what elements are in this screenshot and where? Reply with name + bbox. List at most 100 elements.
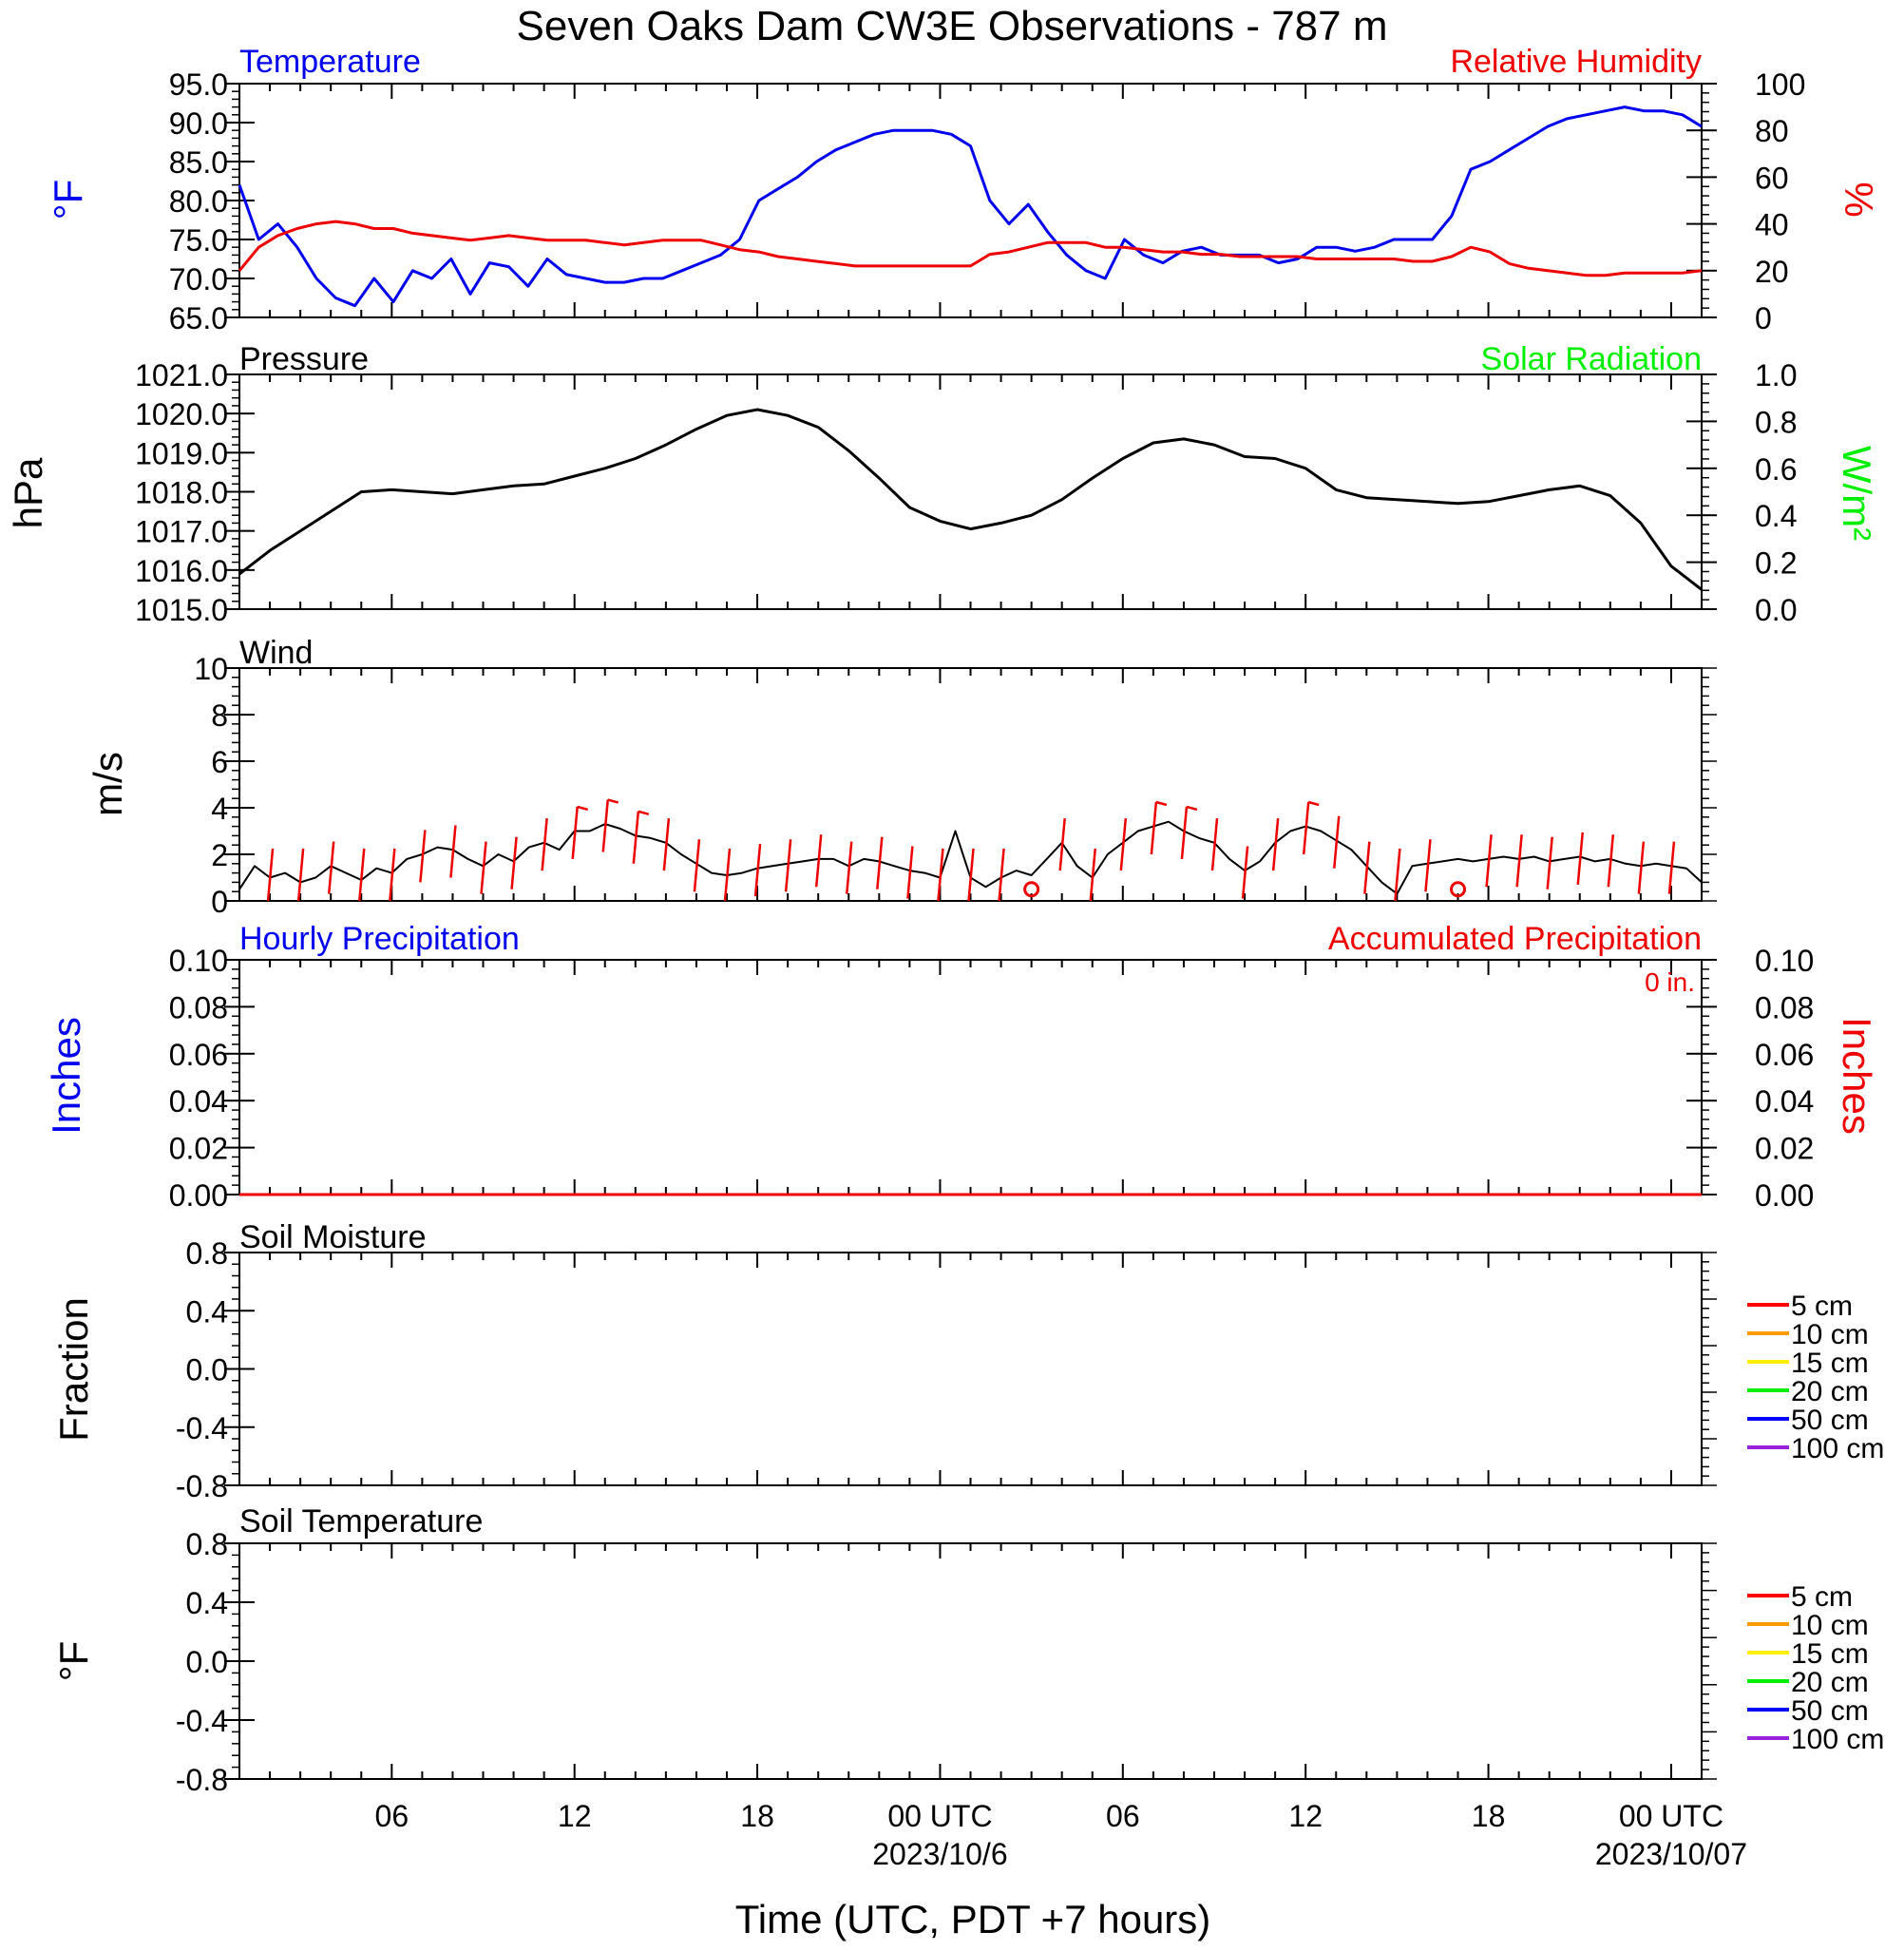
wind-barb (937, 848, 944, 902)
wind-barb (1546, 836, 1553, 889)
wind-left-tick-label: 10 (194, 652, 228, 686)
wind-barb (358, 848, 366, 902)
x-tick-label: 18 (740, 1799, 774, 1833)
wind-barb (846, 841, 853, 894)
temperature-line (238, 105, 1703, 308)
wind-barb (1607, 834, 1615, 888)
precip-left-tick-label: 0.04 (169, 1084, 228, 1119)
hourly-precip-title: Hourly Precipitation (239, 921, 520, 957)
temp-right-tick-label: 0 (1755, 301, 1772, 335)
wind-barb (1333, 815, 1341, 869)
wind-barb (906, 846, 914, 899)
x-tick-date-label: 2023/10/07 (1595, 1837, 1747, 1871)
wind-barb (1180, 806, 1189, 860)
chart-title: Seven Oaks Dam CW3E Observations - 787 m (517, 3, 1388, 49)
soil_moist-legend-label: 20 cm (1791, 1376, 1869, 1407)
precip-left-tick-label: 0.02 (169, 1132, 228, 1166)
precip-left-tick-label: 0.08 (169, 990, 228, 1024)
wind-barb (998, 848, 1005, 902)
temp-right-tick-label: 20 (1755, 255, 1789, 289)
temp-left-tick-label: 65.0 (169, 301, 228, 335)
temp-right-tick-label: 60 (1755, 161, 1789, 195)
soil_moist-legend-label: 100 cm (1791, 1433, 1884, 1464)
pressure-left-tick-label: 1020.0 (135, 397, 228, 431)
pressure-line (238, 408, 1703, 591)
pressure-left-tick-label: 1015.0 (135, 593, 228, 627)
wind-barb (327, 841, 335, 894)
pressure-left-unit: hPa (6, 457, 50, 528)
wind-barb-flag (638, 810, 650, 816)
humidity-title: Relative Humidity (1450, 44, 1702, 80)
soil_temp-legend-label: 20 cm (1791, 1667, 1869, 1698)
wind-barb (266, 848, 275, 902)
precip-right-unit: Inches (1835, 1017, 1879, 1135)
wind-barb (1667, 841, 1676, 894)
wind-barb (480, 841, 487, 894)
soil-temp-left-unit: °F (51, 1641, 96, 1681)
wind-barb (784, 839, 792, 892)
precip-right-tick-label: 0.02 (1755, 1132, 1814, 1166)
wind-barb (449, 825, 457, 878)
soil-moisture-left-unit: Fraction (51, 1297, 96, 1442)
x-tick-label: 00 UTC (1619, 1799, 1723, 1833)
temp-left-tick-label: 95.0 (169, 67, 228, 102)
wind-barb (1637, 841, 1646, 894)
temp-left-tick-label: 80.0 (169, 184, 228, 219)
temperature-title: Temperature (239, 44, 421, 80)
solar-right-unit: W/m² (1835, 446, 1879, 541)
precip-left-tick-label: 0.06 (169, 1038, 228, 1072)
temp-left-tick-label: 70.0 (169, 262, 228, 296)
soil_temp-legend-label: 50 cm (1791, 1695, 1869, 1727)
precip-right-tick-label: 0.00 (1755, 1178, 1814, 1213)
pressure-right-tick-label: 0.6 (1755, 452, 1797, 487)
soil_moist-left-tick-label: 0.8 (186, 1236, 228, 1271)
wind-barb (1089, 848, 1096, 902)
wind-barb (662, 818, 671, 871)
wind-barb (1058, 818, 1066, 871)
accumulated-precip-title: Accumulated Precipitation (1328, 921, 1702, 957)
soil_moist-left-tick-label: -0.8 (176, 1469, 228, 1503)
precip-right-tick-label: 0.08 (1755, 990, 1814, 1024)
pressure-left-tick-label: 1018.0 (135, 476, 228, 510)
soil_temp-left-tick-label: -0.4 (176, 1704, 228, 1738)
wind-left-tick-label: 0 (211, 885, 228, 919)
soil_temp-legend-label: 5 cm (1791, 1581, 1853, 1613)
temp-left-tick-label: 90.0 (169, 106, 228, 141)
soil_moist-left-tick-label: -0.4 (176, 1411, 228, 1445)
x-tick-label: 18 (1472, 1799, 1506, 1833)
wind-barb (967, 848, 975, 902)
precip-left-unit: Inches (44, 1017, 88, 1135)
temp-right-tick-label: 80 (1755, 114, 1789, 148)
soil_moist-legend-label: 10 cm (1791, 1319, 1869, 1350)
soil_temp-legend-label: 100 cm (1791, 1724, 1884, 1755)
soil_temp-legend-label: 10 cm (1791, 1610, 1869, 1641)
pressure-right-tick-label: 0.2 (1755, 546, 1797, 581)
calm-wind-marker (1450, 881, 1466, 898)
wind-barb (510, 836, 518, 889)
wind-barb (1515, 834, 1523, 888)
soil_temp-left-tick-label: 0.0 (186, 1645, 228, 1679)
temp-left-unit: °F (46, 180, 90, 220)
pressure-right-tick-label: 1.0 (1755, 358, 1797, 392)
x-axis-label: Time (UTC, PDT +7 hours) (735, 1897, 1211, 1941)
data-series (238, 105, 1703, 1196)
wind-barb-flag (607, 798, 619, 804)
wind-barb (419, 830, 427, 883)
wind-barb (1363, 841, 1371, 894)
precip-right-tick-label: 0.04 (1755, 1084, 1814, 1119)
wind-barb (571, 806, 579, 860)
soil_temp-legend-label: 15 cm (1791, 1638, 1869, 1670)
soil_temp-left-tick-label: 0.8 (186, 1527, 228, 1561)
wind-title: Wind (239, 635, 313, 671)
x-tick-label: 12 (558, 1799, 592, 1833)
x-tick-label: 00 UTC (887, 1799, 992, 1833)
temp-left-tick-label: 75.0 (169, 223, 228, 258)
x-tick-label: 06 (375, 1799, 409, 1833)
wind-left-tick-label: 8 (211, 698, 228, 733)
soil_moist-legend-label: 50 cm (1791, 1405, 1869, 1436)
soil-temperature-title: Soil Temperature (239, 1503, 483, 1540)
wind-barb (1576, 832, 1584, 885)
pressure-title: Pressure (239, 341, 369, 377)
